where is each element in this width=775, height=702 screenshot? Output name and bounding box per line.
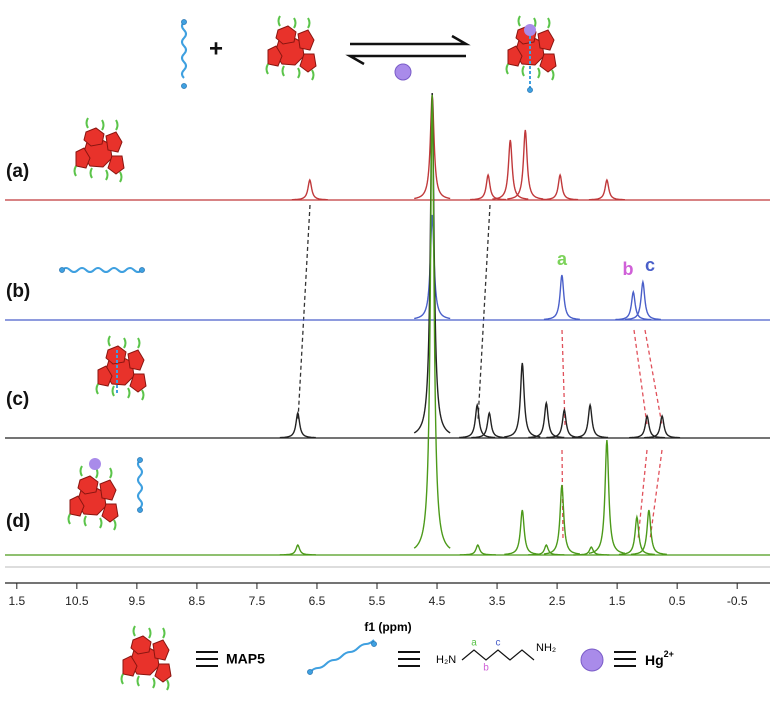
peak [588,439,626,554]
peak [471,411,508,439]
peak [624,279,661,321]
x-tick-label: 6.5 [309,594,326,608]
x-tick-label: 9.5 [129,594,146,608]
x-tick-label: 5.5 [369,594,386,608]
peak [413,94,451,549]
legend: MAP5 H₂N a b c NH₂ Hg2+ [120,625,674,691]
peak [279,544,316,556]
peak [413,92,451,434]
peak [459,544,496,556]
peak [507,129,544,200]
peak-annotation: b [623,259,634,279]
legend-amine-c: c [496,638,501,649]
peak [543,484,581,555]
peak [504,509,541,555]
side-icons [59,117,147,531]
legend-amine-b: b [483,663,489,674]
x-tick-label: 2.5 [549,594,566,608]
svg-text:+: + [209,35,223,62]
peak [528,544,565,556]
x-tick-label: 4.5 [429,594,446,608]
legend-ion: Hg2+ [645,649,674,667]
legend-amine-left: H₂N [436,654,456,666]
series-label: (c) [6,389,29,410]
legend-host: MAP5 [226,651,265,667]
peak [615,289,652,321]
peak [279,411,316,439]
peak-annotation: a [557,249,568,269]
peak [291,178,328,201]
x-tick-label: 1.5 [8,594,25,608]
x-axis-label: f1 (ppm) [364,620,411,634]
peak [470,173,507,201]
peak [588,178,625,201]
peak [459,402,496,439]
peak [629,414,666,439]
peak [542,173,579,201]
peak [573,546,610,556]
x-tick-label: 10.5 [65,594,89,608]
peak [572,402,609,439]
arrows [297,204,663,541]
peak [504,362,541,438]
peak [528,400,565,439]
series-label: (b) [6,281,30,302]
series-label: (d) [6,511,30,532]
x-tick-label: 7.5 [249,594,266,608]
x-tick-label: 8.5 [189,594,206,608]
peak [414,214,451,320]
x-tick-label: 3.5 [489,594,506,608]
peak [644,414,681,439]
x-tick-label: 0.5 [669,594,686,608]
peak [492,139,529,200]
peak-annotation: c [645,255,655,275]
legend-amine-a: a [471,638,477,649]
peak [630,509,667,555]
legend-amine-right: NH₂ [536,642,556,654]
peak [543,274,580,320]
scheme: + [181,15,557,93]
x-tick-label: -0.5 [727,594,748,608]
peak [618,514,655,556]
x-tick-label: 1.5 [609,594,626,608]
series-label: (a) [6,161,29,182]
